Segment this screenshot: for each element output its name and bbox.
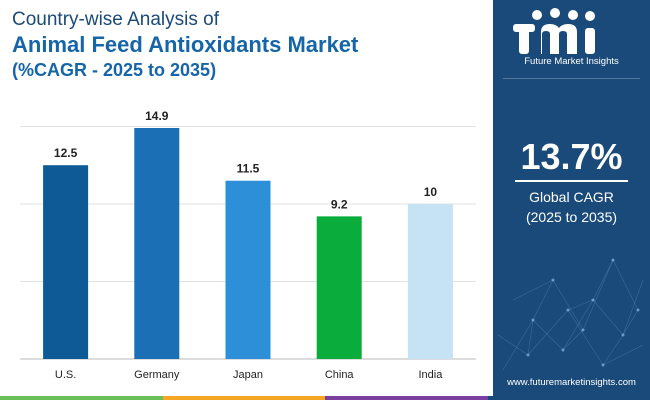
bar-india (407, 203, 453, 359)
cagr-label-text: Global CAGR (529, 189, 614, 205)
bar-chart: 12.5 14.9 11.5 9.2 10 U.S. Germany Japan China I… (20, 109, 476, 381)
brand-text: Future Market Insights (524, 56, 619, 67)
fmi-logo-icon (513, 8, 595, 54)
category-label: U.S. (55, 369, 76, 381)
title-block: Country-wise Analysis of Animal Feed Ant… (12, 8, 482, 82)
bar-us (43, 165, 89, 359)
bar-germany (134, 128, 180, 359)
color-strip (0, 396, 650, 400)
bar-china (316, 216, 362, 359)
side-panel: Future Market Insights 13.7% Global CAGR… (493, 0, 650, 400)
category-label: Japan (233, 369, 263, 381)
cagr-period-text: (2025 to 2035) (525, 209, 618, 225)
panel-divider (503, 78, 640, 79)
value-label: 10 (424, 185, 438, 199)
value-label: 14.9 (145, 109, 169, 123)
strip-segment-blue (487, 396, 650, 400)
title-line-3: (%CAGR - 2025 to 2035) (12, 60, 217, 80)
network-decoration-icon (497, 258, 644, 371)
value-label: 12.5 (54, 146, 78, 160)
bar-japan (225, 180, 271, 359)
website-link[interactable]: www.futuremarketinsights.com (507, 377, 636, 388)
strip-segment-green (0, 396, 163, 400)
category-label: India (418, 369, 443, 381)
global-cagr-value: 13.7% (520, 136, 623, 177)
value-labels: 12.5 14.9 11.5 9.2 10 (54, 109, 437, 211)
strip-segment-orange (162, 396, 325, 400)
title-line-2: Animal Feed Antioxidants Market (12, 32, 359, 57)
bars (43, 128, 453, 359)
category-label: China (325, 369, 355, 381)
cagr-divider (515, 180, 628, 182)
category-label: Germany (134, 369, 180, 381)
strip-segment-purple (325, 396, 488, 400)
value-label: 11.5 (237, 162, 260, 176)
category-labels: U.S. Germany Japan China India (55, 369, 443, 381)
global-cagr-label: Global CAGR (2025 to 2035) (493, 187, 650, 227)
value-label: 9.2 (331, 197, 348, 211)
title-line-1: Country-wise Analysis of (12, 9, 219, 30)
